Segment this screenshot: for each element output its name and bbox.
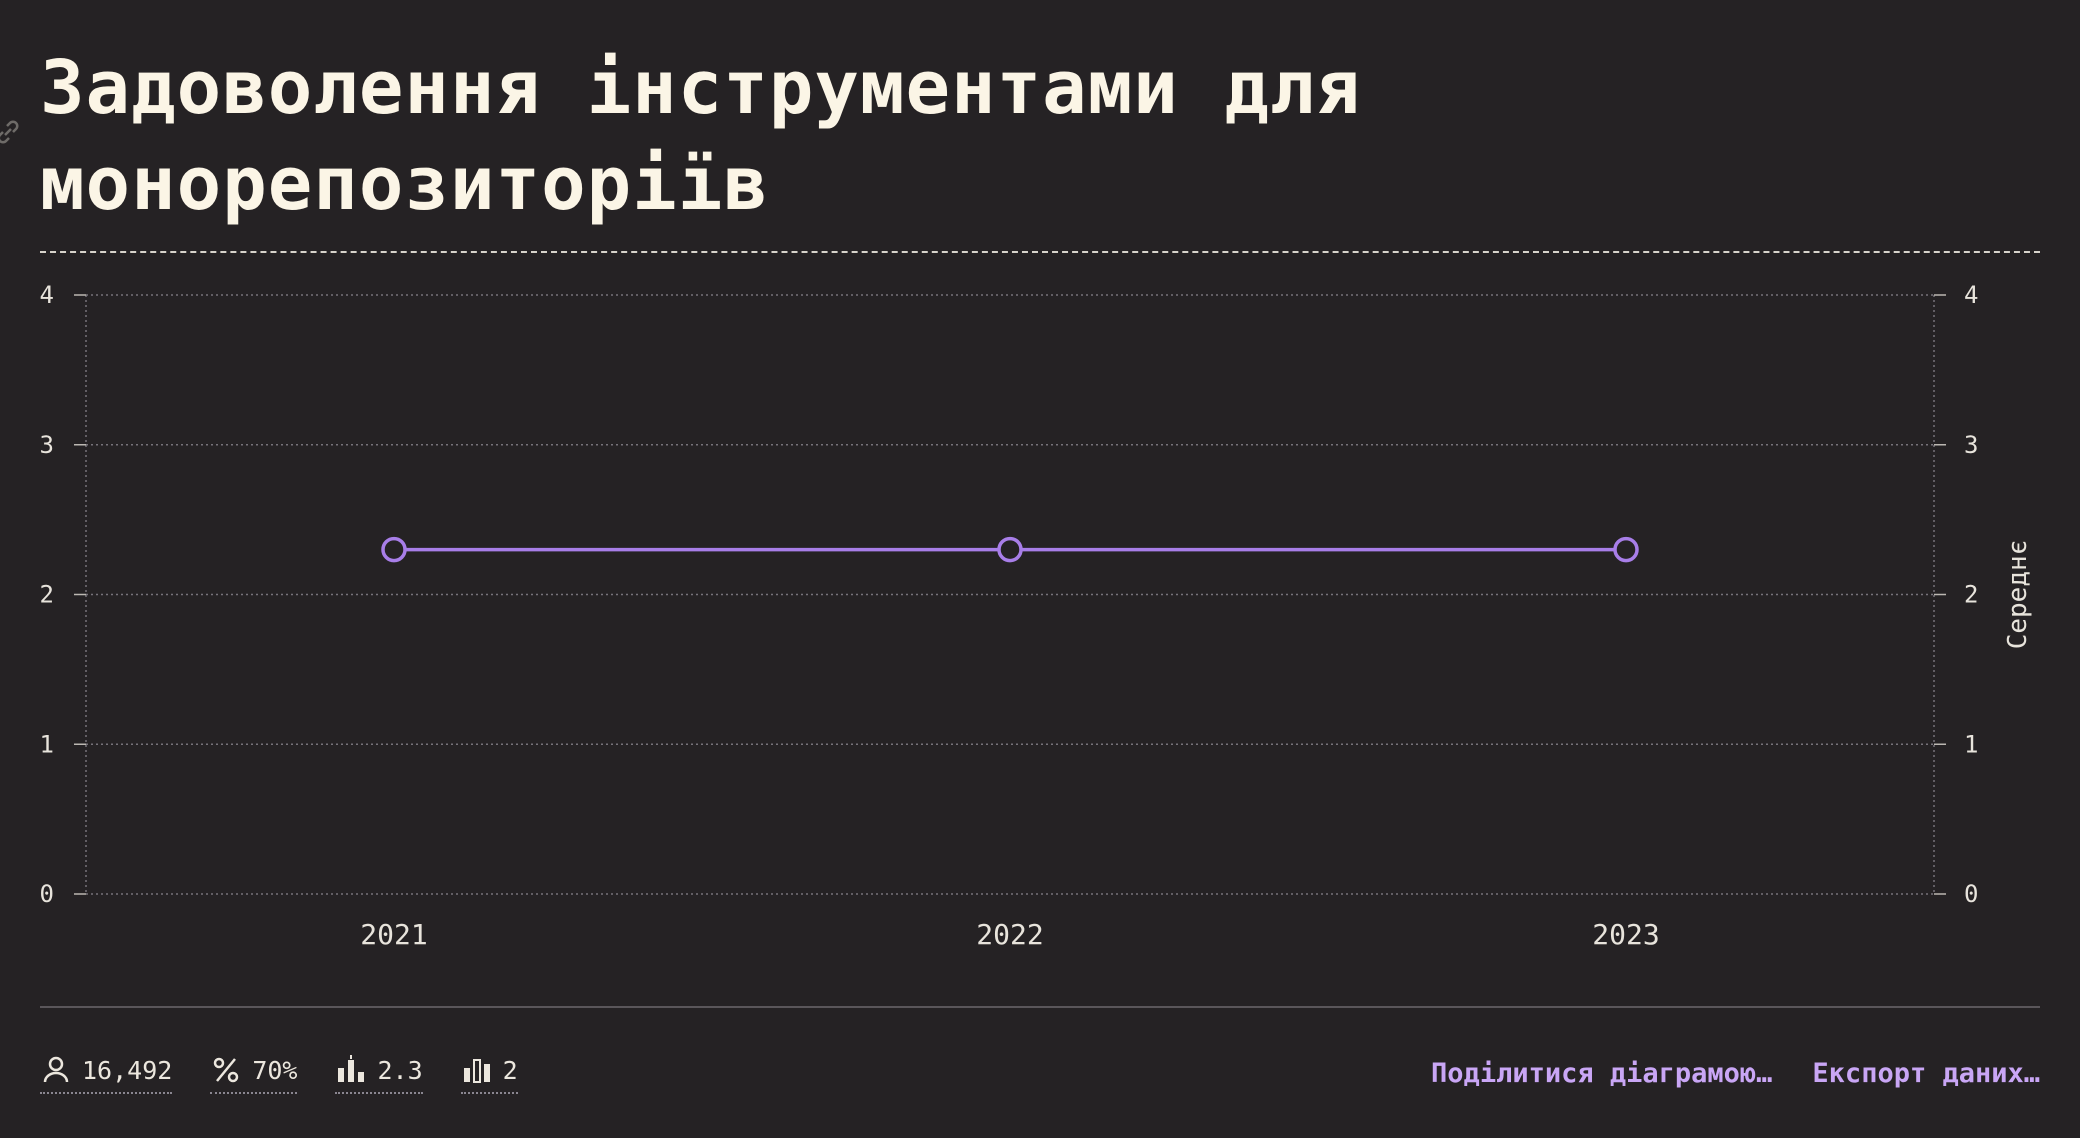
respondents-value: 16,492 — [82, 1055, 173, 1085]
x-tick-label: 2023 — [1592, 918, 1659, 951]
average-stat[interactable]: 2.3 — [335, 1054, 423, 1094]
data-point — [997, 536, 1023, 563]
stats-bar: 16,492 70% 2.3 2 — [40, 1054, 518, 1094]
respondents-stat[interactable]: 16,492 — [40, 1054, 173, 1094]
export-data-link[interactable]: Експорт даних… — [1812, 1058, 2040, 1089]
x-tick-label: 2021 — [360, 918, 427, 951]
line-chart: 0 0 1 1 2 2 3 3 4 4 Середнє 2021 2022 2023 — [40, 281, 2033, 951]
person-icon — [43, 1056, 69, 1083]
count-stat[interactable]: 2 — [460, 1054, 518, 1094]
bar-chart-average-icon — [338, 1055, 365, 1082]
x-tick-label: 2022 — [976, 918, 1043, 951]
y-tick-label: 4 — [40, 281, 54, 309]
y-tick-label: 2 — [40, 581, 54, 609]
y-tick-label-right: 0 — [1964, 880, 1978, 908]
bar-chart-icon — [463, 1059, 490, 1083]
y-tick-label: 3 — [40, 431, 54, 459]
y-tick-label-right: 3 — [1964, 431, 1978, 459]
y-axis-label: Середнє — [2003, 540, 2033, 650]
title-divider — [40, 251, 2040, 253]
data-point — [1613, 536, 1639, 563]
actions-bar: Поділитися діаграмою… Експорт даних… — [1431, 1058, 2040, 1089]
share-chart-link[interactable]: Поділитися діаграмою… — [1431, 1058, 1773, 1089]
y-tick-label: 0 — [40, 880, 54, 908]
data-point — [381, 536, 407, 563]
footer-divider — [40, 1006, 2040, 1008]
percentage-stat[interactable]: 70% — [210, 1054, 298, 1094]
percent-icon — [214, 1057, 239, 1083]
average-value: 2.3 — [377, 1055, 423, 1085]
y-tick-label: 1 — [40, 730, 54, 758]
y-tick-label-right: 1 — [1964, 730, 1978, 758]
y-tick-label-right: 4 — [1964, 281, 1978, 309]
chart-title: Задоволення інструментами для монорепози… — [40, 45, 1362, 227]
y-tick-label-right: 2 — [1964, 581, 1978, 609]
link-icon[interactable] — [0, 118, 22, 146]
percentage-value: 70% — [252, 1055, 298, 1085]
count-value: 2 — [502, 1055, 518, 1085]
